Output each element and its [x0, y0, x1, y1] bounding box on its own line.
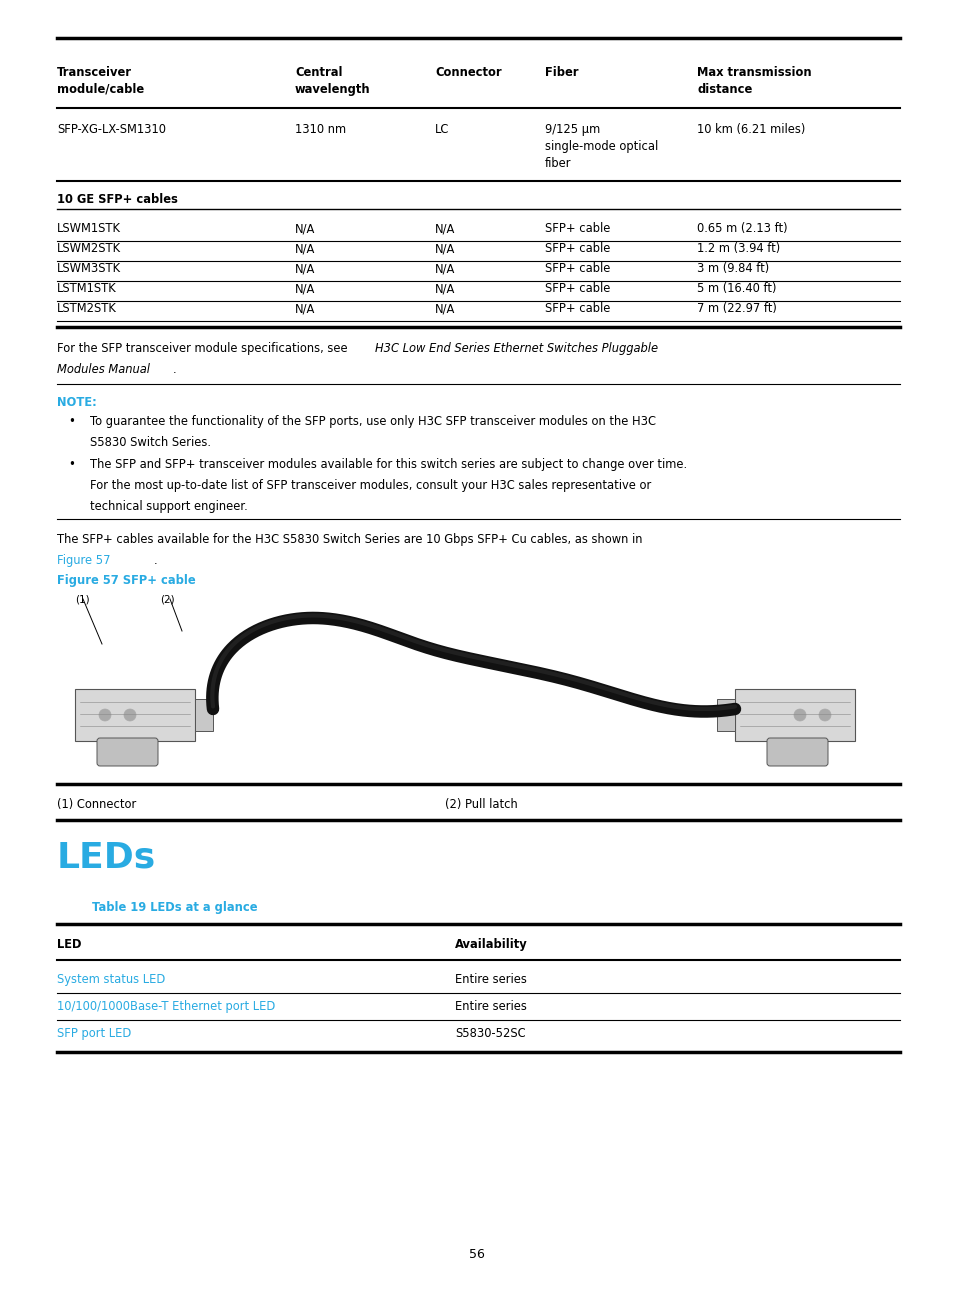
- Text: Max transmission
distance: Max transmission distance: [697, 66, 811, 96]
- Text: LED: LED: [57, 938, 81, 951]
- Text: 7 m (22.97 ft): 7 m (22.97 ft): [697, 302, 776, 315]
- Text: NOTE:: NOTE:: [57, 397, 96, 410]
- Text: Availability: Availability: [455, 938, 527, 951]
- Text: SFP port LED: SFP port LED: [57, 1026, 132, 1039]
- Text: Figure 57 SFP+ cable: Figure 57 SFP+ cable: [57, 574, 195, 587]
- Text: N/A: N/A: [435, 222, 455, 235]
- Text: Connector: Connector: [435, 66, 501, 79]
- Text: 10 km (6.21 miles): 10 km (6.21 miles): [697, 123, 804, 136]
- Text: (2): (2): [160, 594, 174, 604]
- Text: Modules Manual: Modules Manual: [57, 363, 150, 376]
- Text: 10 GE SFP+ cables: 10 GE SFP+ cables: [57, 193, 177, 206]
- Text: SFP+ cable: SFP+ cable: [544, 242, 610, 255]
- Circle shape: [818, 709, 830, 721]
- Text: 3 m (9.84 ft): 3 m (9.84 ft): [697, 262, 768, 275]
- Bar: [734, 689, 854, 741]
- Circle shape: [99, 709, 111, 721]
- Text: N/A: N/A: [294, 302, 315, 315]
- Text: SFP-XG-LX-SM1310: SFP-XG-LX-SM1310: [57, 123, 166, 136]
- Text: .: .: [153, 553, 157, 568]
- Text: SFP+ cable: SFP+ cable: [544, 283, 610, 295]
- Text: N/A: N/A: [294, 283, 315, 295]
- Circle shape: [793, 709, 805, 721]
- FancyBboxPatch shape: [97, 737, 158, 766]
- Text: N/A: N/A: [294, 262, 315, 275]
- Text: N/A: N/A: [435, 242, 455, 255]
- Text: Fiber: Fiber: [544, 66, 578, 79]
- Text: •: •: [68, 415, 74, 428]
- Text: 9/125 μm
single-mode optical
fiber: 9/125 μm single-mode optical fiber: [544, 123, 658, 170]
- Text: The SFP and SFP+ transceiver modules available for this switch series are subjec: The SFP and SFP+ transceiver modules ava…: [90, 457, 686, 470]
- Text: LSWM3STK: LSWM3STK: [57, 262, 121, 275]
- Text: Table 19 LEDs at a glance: Table 19 LEDs at a glance: [91, 901, 257, 914]
- Text: N/A: N/A: [435, 262, 455, 275]
- Text: N/A: N/A: [435, 302, 455, 315]
- Bar: [194, 699, 213, 731]
- Text: The SFP+ cables available for the H3C S5830 Switch Series are 10 Gbps SFP+ Cu ca: The SFP+ cables available for the H3C S5…: [57, 533, 641, 546]
- Text: S5830-52SC: S5830-52SC: [455, 1026, 525, 1039]
- Text: N/A: N/A: [294, 242, 315, 255]
- Text: LSTM2STK: LSTM2STK: [57, 302, 117, 315]
- Text: .: .: [172, 363, 176, 376]
- Text: Transceiver
module/cable: Transceiver module/cable: [57, 66, 144, 96]
- Text: SFP+ cable: SFP+ cable: [544, 302, 610, 315]
- Text: For the most up-to-date list of SFP transceiver modules, consult your H3C sales : For the most up-to-date list of SFP tran…: [90, 480, 651, 492]
- FancyBboxPatch shape: [766, 737, 827, 766]
- Text: H3C Low End Series Ethernet Switches Pluggable: H3C Low End Series Ethernet Switches Plu…: [375, 342, 658, 355]
- Bar: [75, 689, 194, 741]
- Text: System status LED: System status LED: [57, 973, 165, 986]
- Text: LSWM1STK: LSWM1STK: [57, 222, 121, 235]
- Text: LSTM1STK: LSTM1STK: [57, 283, 116, 295]
- Text: 56: 56: [469, 1248, 484, 1261]
- Text: 10/100/1000Base-T Ethernet port LED: 10/100/1000Base-T Ethernet port LED: [57, 1001, 275, 1013]
- Text: 0.65 m (2.13 ft): 0.65 m (2.13 ft): [697, 222, 787, 235]
- Text: S5830 Switch Series.: S5830 Switch Series.: [90, 435, 211, 448]
- Text: Entire series: Entire series: [455, 1001, 526, 1013]
- Text: Entire series: Entire series: [455, 973, 526, 986]
- Text: (2) Pull latch: (2) Pull latch: [444, 798, 517, 811]
- Text: SFP+ cable: SFP+ cable: [544, 262, 610, 275]
- Text: To guarantee the functionality of the SFP ports, use only H3C SFP transceiver mo: To guarantee the functionality of the SF…: [90, 415, 656, 428]
- Text: For the SFP transceiver module specifications, see: For the SFP transceiver module specifica…: [57, 342, 351, 355]
- Text: LC: LC: [435, 123, 449, 136]
- Text: (1) Connector: (1) Connector: [57, 798, 136, 811]
- Text: 5 m (16.40 ft): 5 m (16.40 ft): [697, 283, 776, 295]
- Text: N/A: N/A: [435, 283, 455, 295]
- Text: Figure 57: Figure 57: [57, 553, 111, 568]
- Text: SFP+ cable: SFP+ cable: [544, 222, 610, 235]
- Text: •: •: [68, 457, 74, 470]
- Text: technical support engineer.: technical support engineer.: [90, 500, 248, 513]
- Text: (1): (1): [75, 594, 90, 604]
- Text: N/A: N/A: [294, 222, 315, 235]
- Text: Central
wavelength: Central wavelength: [294, 66, 370, 96]
- Bar: [717, 699, 734, 731]
- Text: LSWM2STK: LSWM2STK: [57, 242, 121, 255]
- Text: 1310 nm: 1310 nm: [294, 123, 346, 136]
- Text: LEDs: LEDs: [57, 841, 156, 875]
- Circle shape: [124, 709, 136, 721]
- Text: 1.2 m (3.94 ft): 1.2 m (3.94 ft): [697, 242, 780, 255]
